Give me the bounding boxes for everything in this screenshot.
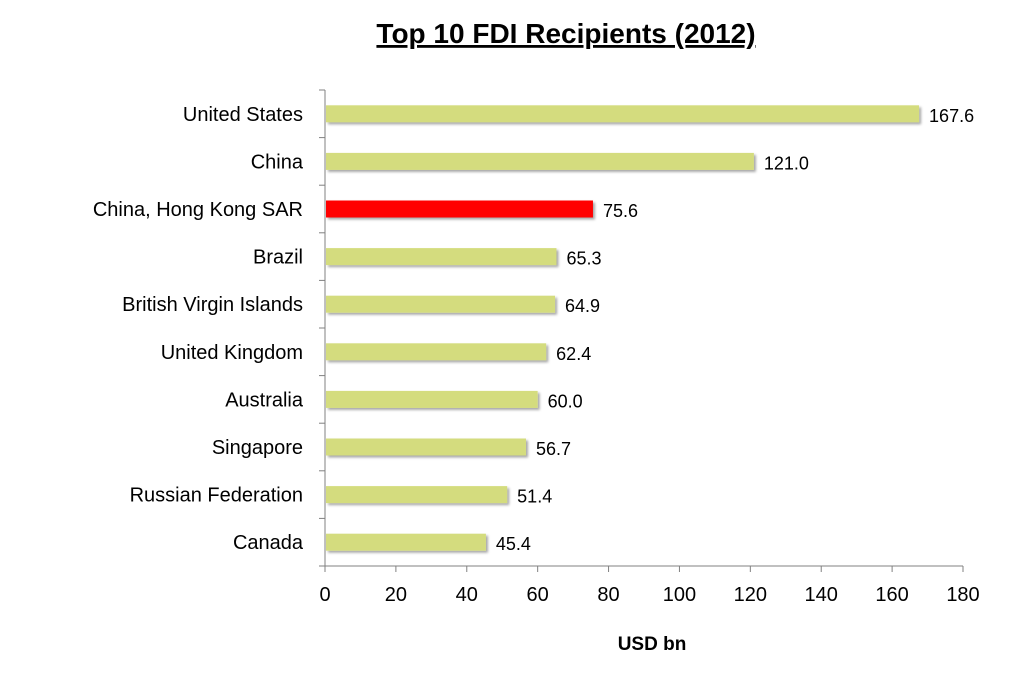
x-axis-title: USD bn <box>618 634 687 655</box>
data-label: 65.3 <box>566 249 601 269</box>
category-label: Canada <box>233 532 304 554</box>
category-label: China, Hong Kong SAR <box>93 199 303 221</box>
x-tick-label: 160 <box>875 584 908 606</box>
category-label: Brazil <box>253 247 303 269</box>
x-tick-label: 60 <box>527 584 549 606</box>
bar <box>326 152 754 170</box>
category-label: United Kingdom <box>161 342 303 364</box>
x-tick-label: 20 <box>385 584 407 606</box>
x-tick-label: 180 <box>946 584 979 606</box>
bar <box>326 200 593 218</box>
x-tick-label: 40 <box>456 584 478 606</box>
data-label: 62.4 <box>556 344 591 364</box>
category-label: China <box>251 151 304 173</box>
bar <box>326 295 556 313</box>
bar <box>326 390 538 408</box>
x-tick-label: 140 <box>805 584 838 606</box>
category-label: British Virgin Islands <box>122 294 303 316</box>
category-label: United States <box>183 104 303 126</box>
data-label: 56.7 <box>536 439 571 459</box>
bar <box>326 105 920 123</box>
data-label: 60.0 <box>548 391 583 411</box>
data-label: 167.6 <box>929 106 974 126</box>
data-label: 51.4 <box>517 487 552 507</box>
labels: 0 20 40 60 80 100 120 140 160 180 United States 167… <box>93 104 980 606</box>
data-label: 75.6 <box>603 201 638 221</box>
data-label: 64.9 <box>565 296 600 316</box>
chart-title: Top 10 FDI Recipients (2012) <box>376 18 755 49</box>
x-tick-label: 80 <box>597 584 619 606</box>
category-label: Singapore <box>212 437 303 459</box>
bar <box>326 343 547 361</box>
bar <box>326 486 508 504</box>
x-tick-label: 120 <box>734 584 767 606</box>
x-tick-label: 0 <box>319 584 330 606</box>
category-label: Australia <box>225 389 304 411</box>
bars <box>326 105 920 551</box>
bar <box>326 438 526 456</box>
data-label: 121.0 <box>764 153 809 173</box>
category-label: Russian Federation <box>130 485 303 507</box>
axes <box>319 89 964 572</box>
x-tick-label: 100 <box>663 584 696 606</box>
data-label: 45.4 <box>496 534 531 554</box>
bar <box>326 248 557 266</box>
bar <box>326 533 486 551</box>
